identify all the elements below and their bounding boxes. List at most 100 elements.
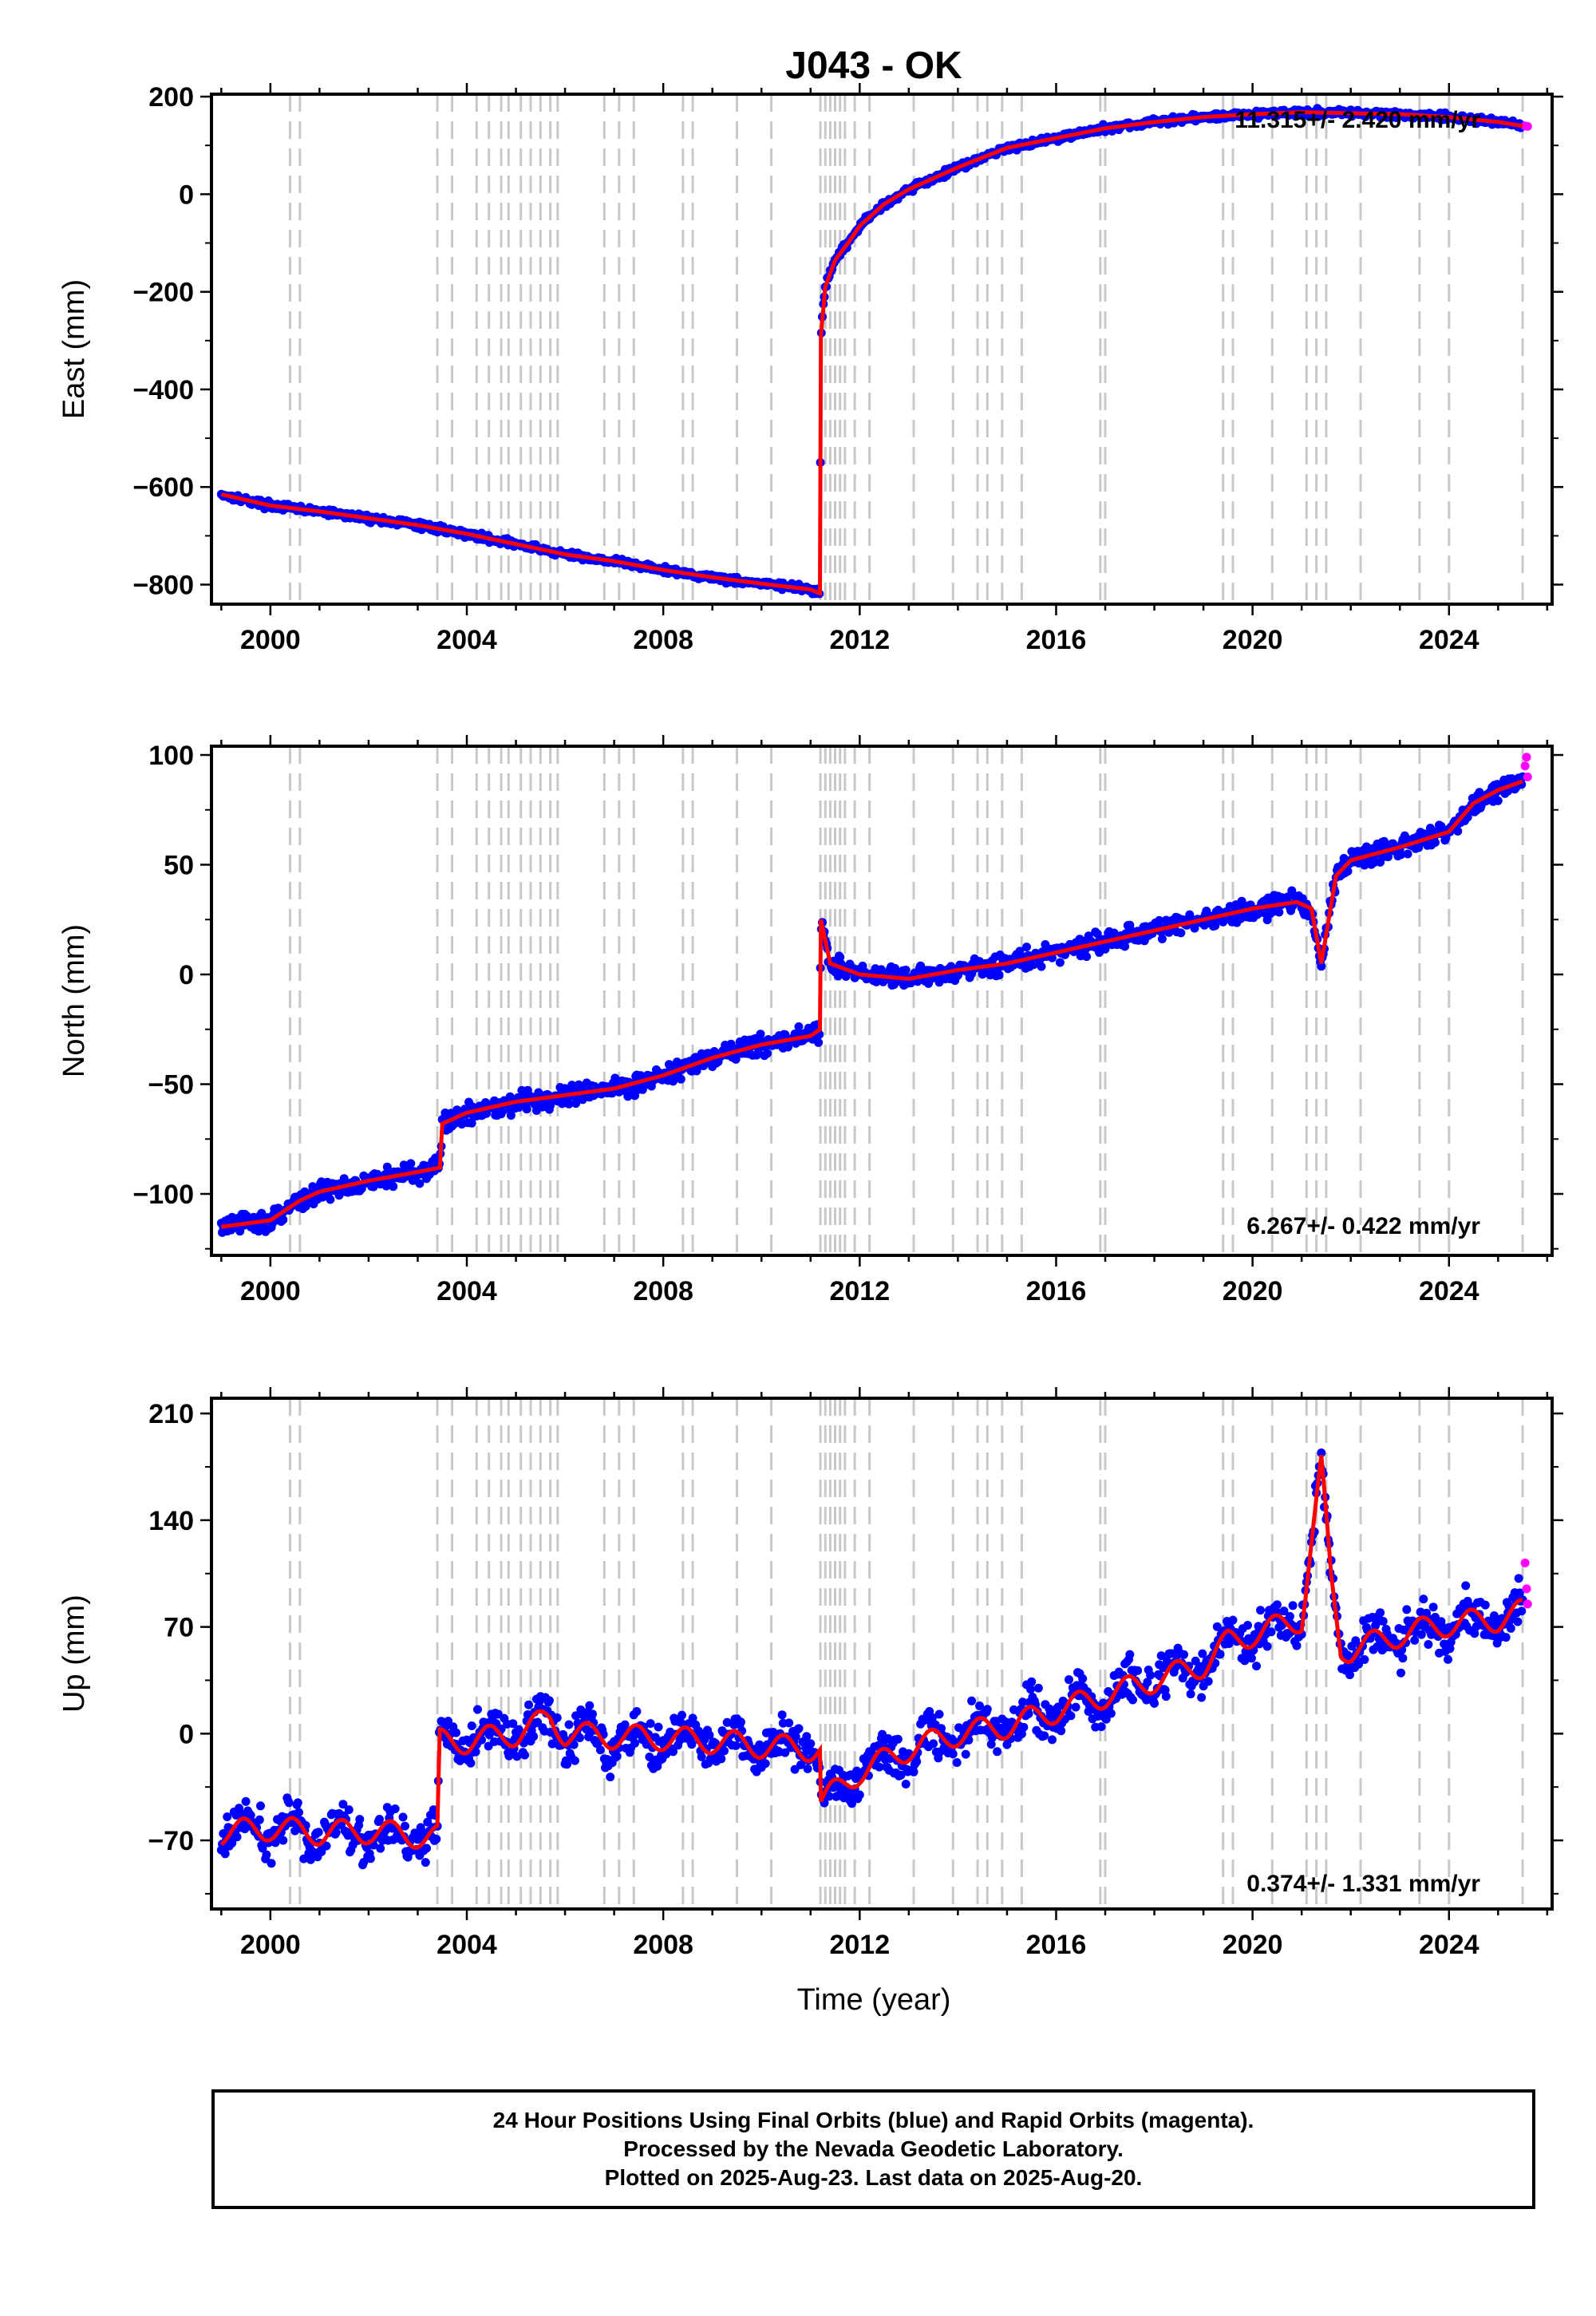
y-tick-label: 0: [179, 180, 194, 210]
data-point: [1266, 1627, 1276, 1637]
data-point: [1410, 1635, 1420, 1645]
y-tick-label: 0: [179, 960, 194, 990]
data-point: [1078, 1674, 1088, 1683]
data-point: [1128, 1695, 1137, 1705]
east-model-line: [220, 110, 1523, 596]
caption-line-1: 24 Hour Positions Using Final Orbits (bl…: [492, 2108, 1254, 2132]
data-point: [1360, 1655, 1369, 1664]
up-data-points: [216, 1448, 1532, 1870]
x-tick-label: 2020: [1223, 625, 1283, 655]
x-tick-label: 2016: [1026, 1276, 1087, 1306]
data-point: [262, 1850, 271, 1860]
data-point: [1027, 1677, 1037, 1686]
east-panel: 2000 2004 2008 2012 2016 2020 20242000−200−400…: [57, 82, 1563, 655]
x-tick-label: 2024: [1419, 625, 1479, 655]
data-point: [220, 1849, 230, 1859]
data-point: [1419, 1595, 1428, 1604]
data-point: [1514, 1574, 1523, 1583]
data-point: [1146, 1670, 1156, 1680]
data-point: [632, 1707, 642, 1716]
y-tick-label: −200: [132, 278, 194, 308]
data-point: [452, 1728, 460, 1737]
data-point: [687, 1740, 697, 1749]
data-point: [1506, 1623, 1515, 1633]
x-tick-label: 2004: [437, 1930, 497, 1960]
data-point: [241, 1796, 251, 1806]
data-point: [1157, 935, 1167, 943]
data-point: [467, 1118, 476, 1128]
data-point: [1398, 1654, 1408, 1663]
data-point: [1246, 1654, 1256, 1663]
data-point: [570, 1756, 579, 1765]
data-point: [1461, 1581, 1471, 1591]
data-point: [1161, 1692, 1171, 1701]
x-tick-label: 2020: [1223, 1276, 1283, 1306]
data-point: [1150, 1698, 1159, 1708]
y-tick-label: 100: [148, 741, 194, 771]
data-point: [736, 1717, 745, 1727]
data-point: [522, 1105, 531, 1114]
x-tick-label: 2004: [437, 625, 497, 655]
data-point: [1186, 1690, 1195, 1699]
rapid-point: [1520, 761, 1530, 771]
north-model-line: [220, 779, 1523, 1229]
y-tick-label: −600: [132, 472, 194, 503]
rapid-point: [1523, 1599, 1532, 1609]
data-point: [1176, 928, 1186, 938]
data-point: [529, 1732, 539, 1741]
east-y-axis-label: East (mm): [57, 279, 91, 419]
data-point: [1037, 962, 1046, 971]
north-rate-label: 6.267+/- 0.422 mm/yr: [1246, 1213, 1480, 1239]
rapid-point: [1522, 1584, 1531, 1594]
data-point: [806, 1739, 816, 1749]
data-point: [909, 1767, 918, 1777]
data-point: [1431, 838, 1440, 848]
x-tick-label: 2000: [240, 625, 301, 655]
data-point: [967, 1696, 977, 1705]
data-point: [814, 1037, 824, 1047]
data-point: [1285, 1611, 1294, 1621]
chart-title: J043 - OK: [785, 45, 962, 87]
up-y-axis-label: Up (mm): [57, 1595, 91, 1713]
data-point: [279, 1215, 288, 1224]
y-tick-label: −50: [148, 1070, 194, 1101]
data-point: [355, 1815, 365, 1824]
data-point: [1424, 1640, 1433, 1649]
data-point: [760, 1759, 770, 1769]
y-tick-label: 0: [179, 1719, 194, 1749]
north-panel: 2000 2004 2008 2012 2016 2020 2024 100 50 0 −50 −10…: [57, 735, 1563, 1306]
x-tick-label: 2000: [240, 1930, 301, 1960]
data-point: [588, 1709, 597, 1719]
y-tick-label: −70: [148, 1826, 194, 1856]
data-point: [623, 1092, 633, 1101]
data-point: [563, 1760, 571, 1769]
data-point: [552, 1713, 562, 1722]
data-point: [1403, 849, 1412, 859]
data-point: [901, 966, 911, 974]
data-point: [301, 1202, 310, 1211]
data-point: [466, 1758, 476, 1768]
data-point: [678, 1710, 686, 1720]
x-tick-label: 2024: [1419, 1930, 1479, 1960]
data-point: [595, 1745, 605, 1755]
data-point: [676, 1074, 685, 1084]
x-axis-label: Time (year): [797, 1983, 951, 2017]
data-point: [1040, 1731, 1049, 1741]
data-point: [415, 1179, 425, 1188]
east-rate-label: 11.315+/- 2.420 mm/yr: [1235, 107, 1480, 133]
x-tick-label: 2012: [829, 625, 890, 655]
x-tick-label: 2016: [1026, 625, 1087, 655]
data-point: [375, 1815, 384, 1824]
data-point: [256, 1801, 265, 1811]
data-point: [1517, 1607, 1527, 1616]
data-point: [1197, 1693, 1207, 1702]
data-point: [1065, 1675, 1073, 1685]
east-event-lines: [288, 94, 1524, 604]
data-point: [961, 1749, 970, 1759]
data-point: [934, 1709, 944, 1719]
data-point: [284, 1798, 294, 1808]
data-point: [975, 1701, 984, 1710]
data-point: [314, 1828, 323, 1837]
data-point: [1444, 1654, 1452, 1664]
data-point: [1378, 1617, 1388, 1626]
